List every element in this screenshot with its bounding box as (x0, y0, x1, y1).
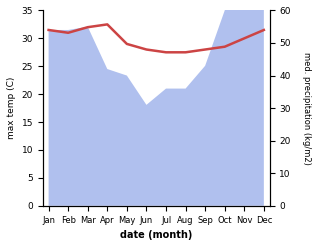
Y-axis label: med. precipitation (kg/m2): med. precipitation (kg/m2) (302, 52, 311, 165)
X-axis label: date (month): date (month) (120, 230, 192, 240)
Y-axis label: max temp (C): max temp (C) (7, 77, 16, 139)
